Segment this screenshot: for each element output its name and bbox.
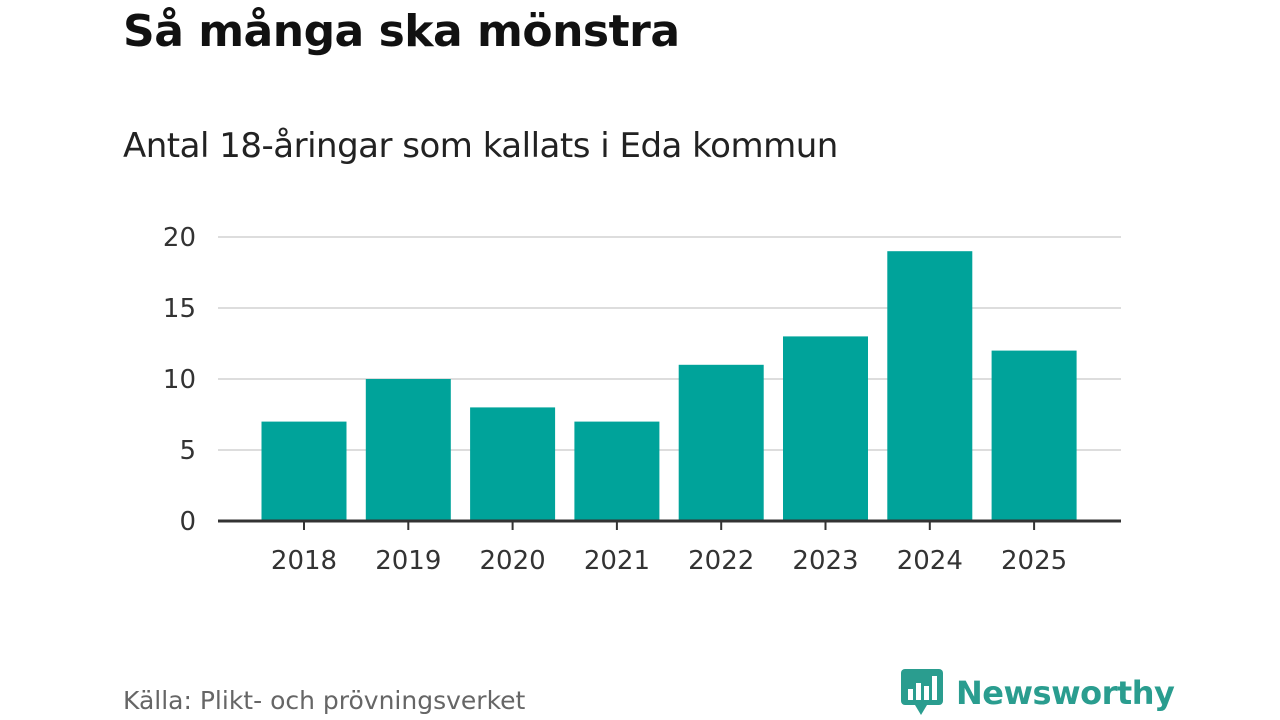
x-tick-label: 2022: [688, 546, 754, 576]
x-tick-label: 2021: [584, 546, 650, 576]
y-tick-label: 20: [163, 223, 196, 253]
source-note: Källa: Plikt- och prövningsverket: [123, 686, 526, 715]
bar: [783, 336, 868, 521]
chart-subtitle: Antal 18-åringar som kallats i Eda kommu…: [123, 126, 838, 166]
bar: [470, 407, 556, 521]
bar: [365, 379, 451, 521]
bar: [261, 421, 347, 521]
brand-name: Newsworthy: [956, 674, 1175, 712]
chart-title: Så många ska mönstra: [123, 6, 680, 57]
bar: [574, 421, 660, 521]
bar: [678, 364, 764, 521]
y-tick-label: 5: [179, 436, 196, 466]
y-tick-label: 15: [163, 294, 196, 324]
x-tick-label: 2025: [1001, 546, 1067, 576]
x-tick-label: 2019: [375, 546, 441, 576]
brand-logo: Newsworthy: [901, 668, 1175, 718]
bar: [887, 251, 973, 521]
y-tick-label: 10: [163, 365, 196, 395]
x-tick-label: 2020: [480, 546, 546, 576]
x-tick-label: 2024: [897, 546, 963, 576]
x-tick-label: 2023: [792, 546, 858, 576]
bar: [991, 350, 1077, 521]
newsworthy-logo-icon: [901, 669, 943, 715]
y-tick-label: 0: [179, 507, 196, 537]
x-tick-label: 2018: [271, 546, 337, 576]
